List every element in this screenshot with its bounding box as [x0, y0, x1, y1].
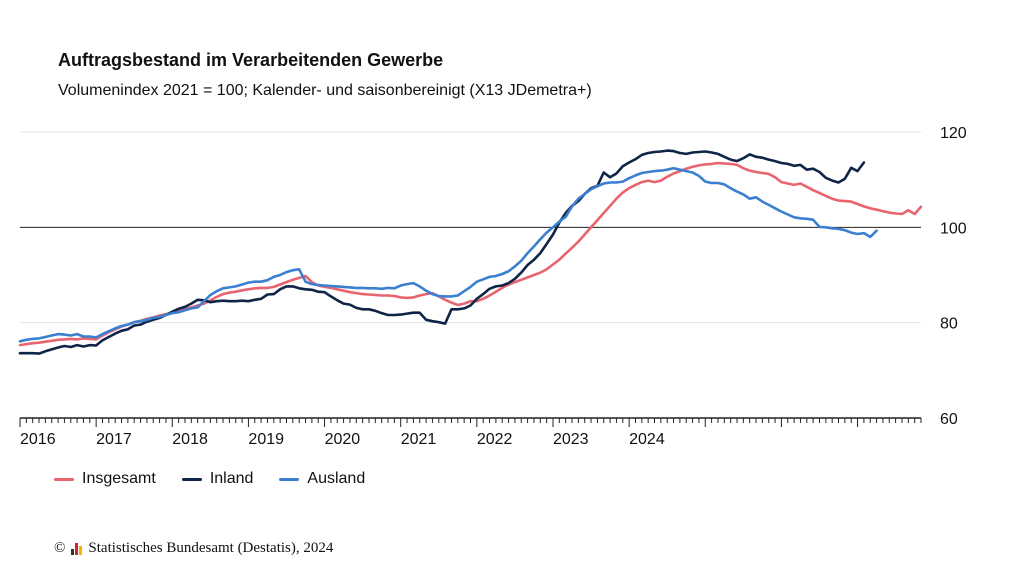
series-line-ausland [18, 166, 878, 343]
legend-swatch-insgesamt [54, 477, 74, 481]
source-text: Statistisches Bundesamt (Destatis), 2024 [88, 540, 334, 556]
y-tick-label: 80 [940, 316, 958, 333]
legend-label-insgesamt: Insgesamt [82, 470, 156, 487]
chart-subtitle: Volumenindex 2021 = 100; Kalender- und s… [58, 82, 592, 99]
source-footer: © Statistisches Bundesamt (Destatis), 20… [54, 540, 333, 557]
x-tick-label: 2022 [477, 431, 513, 448]
legend-label-ausland: Ausland [307, 470, 366, 487]
y-tick-label: 120 [940, 125, 967, 142]
legend-item-insgesamt[interactable]: Insgesamt [54, 470, 156, 488]
y-tick-label: 60 [940, 411, 958, 428]
legend-item-inland[interactable]: Inland [181, 470, 254, 488]
x-tick-label: 2024 [629, 431, 665, 448]
legend-item-ausland[interactable]: Ausland [279, 470, 365, 488]
destatis-logo-icon [71, 542, 83, 555]
legend-swatch-ausland [279, 477, 300, 481]
y-tick-label: 100 [940, 220, 967, 237]
chart-title: Auftragsbestand im Verarbeitenden Gewerb… [58, 50, 444, 70]
x-axis-labels: 2016 2017 2018 2019 2020 2021 2022 2023 2024 [20, 431, 665, 448]
series-lines [18, 149, 923, 355]
x-tick-label: 2017 [96, 431, 132, 448]
x-tick-label: 2023 [553, 431, 589, 448]
x-tick-label: 2019 [248, 431, 284, 448]
y-axis-labels: 60 80 100 120 [940, 125, 967, 428]
x-tick-label: 2021 [401, 431, 437, 448]
copyright-symbol: © [54, 540, 66, 556]
legend-label-inland: Inland [209, 470, 254, 487]
x-tick-label: 2020 [325, 431, 361, 448]
x-tick-label: 2016 [20, 431, 56, 448]
legend-swatch-inland [181, 477, 202, 481]
x-axis [19, 417, 922, 427]
x-tick-label: 2018 [172, 431, 208, 448]
grid-lines [20, 131, 921, 324]
legend: Insgesamt Inland Ausland [54, 470, 365, 488]
